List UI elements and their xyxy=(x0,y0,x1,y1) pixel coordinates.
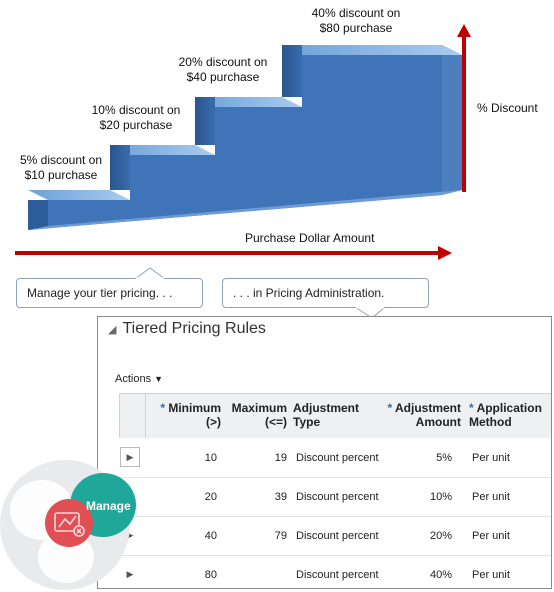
col-header-adjustment-type[interactable]: Adjustment Type xyxy=(293,401,383,429)
manage-badge: Manage xyxy=(0,460,136,590)
stair-riser-3 xyxy=(195,97,215,145)
step-2-line1: 10% discount on xyxy=(91,103,181,117)
stair-riser-2 xyxy=(110,145,130,190)
step-label-4: 40% discount on $80 purchase xyxy=(300,6,412,36)
amount-value: 40 xyxy=(429,568,443,581)
col-maximum-l1: Maximum xyxy=(231,401,287,415)
expand-row-icon[interactable]: ▶ xyxy=(120,447,140,467)
table-row[interactable]: ▶ 80 Discount percent 40% Per unit xyxy=(119,555,551,588)
step-4-line1: 40% discount on xyxy=(311,6,401,20)
col-header-minimum[interactable]: * Minimum (>) xyxy=(156,401,221,429)
step-label-1: 5% discount on $10 purchase xyxy=(16,153,106,183)
cell-application-method[interactable]: Per unit xyxy=(472,529,510,542)
discount-staircase xyxy=(15,24,471,260)
cell-maximum[interactable] xyxy=(227,555,287,588)
step-1-line1: 5% discount on xyxy=(19,153,103,167)
tiered-pricing-rules-panel: ◢ Tiered Pricing Rules Actions ▼ * Minim… xyxy=(97,316,552,589)
actions-menu[interactable]: Actions ▼ xyxy=(115,373,163,385)
cell-maximum[interactable]: 19 xyxy=(274,451,287,464)
step-label-2: 10% discount on $20 purchase xyxy=(84,103,188,133)
cell-minimum[interactable]: 20 xyxy=(204,490,217,503)
cell-adjustment-type[interactable]: Discount percent xyxy=(296,490,379,503)
col-header-application-method[interactable]: * Application Method xyxy=(469,401,551,429)
x-axis-label: Purchase Dollar Amount xyxy=(245,231,375,245)
stair-bottom-edge xyxy=(28,190,462,230)
callout-pointer-overlay xyxy=(0,0,554,330)
col-header-maximum[interactable]: Maximum (<=) xyxy=(227,401,287,429)
x-axis-arrowhead xyxy=(438,246,452,260)
col-adjamount-l1: Adjustment xyxy=(395,401,461,415)
amount-unit: % xyxy=(442,568,452,581)
callout-left-text: Manage your tier pricing. . . xyxy=(27,286,173,300)
stair-tread-3 xyxy=(195,97,302,107)
col-minimum-l2: (>) xyxy=(206,415,221,429)
y-axis-label: % Discount xyxy=(477,101,538,115)
col-adjtype-l2: Type xyxy=(293,415,321,429)
col-header-adjustment-amount[interactable]: * Adjustment Amount xyxy=(383,401,461,429)
pricing-icon xyxy=(54,512,85,537)
callout-right-text: . . . in Pricing Administration. xyxy=(233,286,385,300)
stair-tread-4 xyxy=(282,45,462,55)
expand-row-icon[interactable]: ▶ xyxy=(126,530,134,540)
col-adjtype-l1: Adjustment xyxy=(293,401,359,415)
step-4-line2: $80 purchase xyxy=(319,21,393,35)
amount-value: 5 xyxy=(436,451,443,464)
stair-tread-1 xyxy=(28,190,130,200)
step-2-line2: $20 purchase xyxy=(99,118,173,132)
cell-adjustment-amount[interactable]: 40% xyxy=(399,555,452,588)
step-1-line2: $10 purchase xyxy=(24,168,98,182)
cell-maximum[interactable]: 79 xyxy=(274,529,287,542)
collapse-triangle-icon[interactable]: ◢ xyxy=(108,323,117,336)
cell-adjustment-type[interactable]: Discount percent xyxy=(296,568,379,581)
caret-down-icon: ▼ xyxy=(154,374,164,384)
amount-unit: % xyxy=(442,451,452,464)
step-label-3: 20% discount on $40 purchase xyxy=(168,55,278,85)
cell-maximum[interactable]: 39 xyxy=(274,490,287,503)
table-row[interactable]: ▶ 20 39 Discount percent 10% Per unit xyxy=(119,477,551,517)
cell-minimum[interactable]: 40 xyxy=(204,529,217,542)
panel-title-text: Tiered Pricing Rules xyxy=(122,320,266,337)
expand-row-icon[interactable]: ▶ xyxy=(126,569,134,579)
stair-front-shade xyxy=(28,200,48,230)
table-row[interactable]: ▶ 40 79 Discount percent 20% Per unit xyxy=(119,516,551,556)
cell-application-method[interactable]: Per unit xyxy=(472,490,510,503)
col-maximum-l2: (<=) xyxy=(264,415,287,429)
stair-riser-4 xyxy=(282,45,302,97)
badge-label: Manage xyxy=(86,499,131,513)
panel-title[interactable]: ◢ Tiered Pricing Rules xyxy=(108,320,266,338)
cell-application-method[interactable]: Per unit xyxy=(472,451,510,464)
required-asterisk: * xyxy=(387,401,393,415)
cell-application-method[interactable]: Per unit xyxy=(472,568,510,581)
cell-adjustment-amount[interactable]: 5% xyxy=(399,438,452,477)
cell-adjustment-type[interactable]: Discount percent xyxy=(296,451,379,464)
col-appmethod-l1: Application xyxy=(476,401,542,415)
actions-label: Actions xyxy=(115,373,152,385)
amount-unit: % xyxy=(442,529,452,542)
table-row[interactable]: ▶ 10 19 Discount percent 5% Per unit xyxy=(119,438,551,478)
stair-front-body xyxy=(28,55,442,230)
cell-adjustment-amount[interactable]: 10% xyxy=(399,477,452,516)
col-minimum-l1: Minimum xyxy=(168,401,221,415)
required-asterisk: * xyxy=(469,401,474,415)
cell-minimum[interactable]: 80 xyxy=(204,568,217,581)
step-3-line1: 20% discount on xyxy=(178,55,268,69)
amount-unit: % xyxy=(442,490,452,503)
amount-value: 20 xyxy=(429,529,443,542)
y-axis-arrowhead xyxy=(457,24,471,37)
required-asterisk: * xyxy=(160,401,165,415)
callout-pricing-administration: . . . in Pricing Administration. xyxy=(222,278,429,308)
col-appmethod-l2: Method xyxy=(469,415,512,429)
cell-adjustment-amount[interactable]: 20% xyxy=(399,516,452,555)
table-header: * Minimum (>) Maximum (<=) Adjustment Ty… xyxy=(119,393,551,439)
stair-side-face xyxy=(442,45,462,195)
cell-adjustment-type[interactable]: Discount percent xyxy=(296,529,379,542)
amount-value: 10 xyxy=(429,490,443,503)
cell-minimum[interactable]: 10 xyxy=(204,451,217,464)
step-3-line2: $40 purchase xyxy=(186,70,260,84)
col-adjamount-l2: Amount xyxy=(415,415,461,429)
callout-manage-tier-pricing: Manage your tier pricing. . . xyxy=(16,278,203,308)
stair-tread-2 xyxy=(110,145,215,155)
